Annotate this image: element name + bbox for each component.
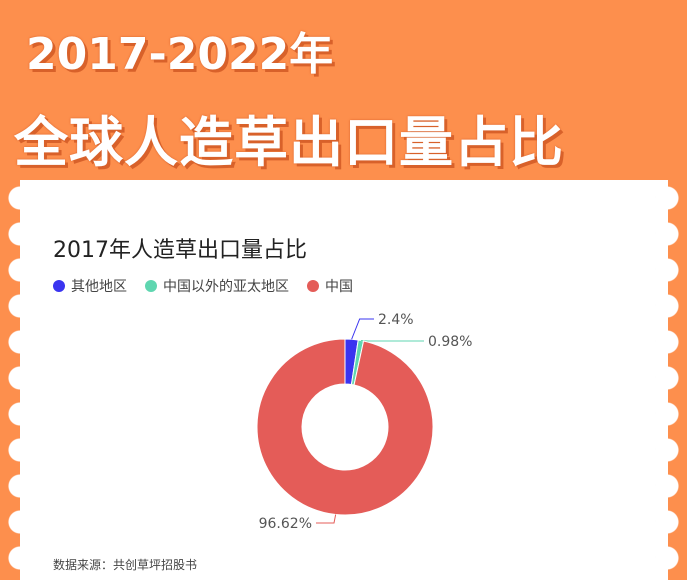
label-leader-line — [360, 339, 424, 342]
legend-dot — [53, 280, 65, 292]
data-label: 96.62% — [259, 516, 312, 532]
scalloped-edge-left — [8, 180, 32, 580]
scalloped-edge-right — [655, 180, 679, 580]
data-source: 数据来源：共创草坪招股书 — [53, 558, 198, 572]
donut-slice[interactable] — [256, 338, 434, 516]
legend-item[interactable]: 中国以外的亚太地区 — [145, 276, 289, 296]
header-line-1: 2017-2022年 — [26, 29, 334, 80]
data-label: 2.4% — [378, 312, 414, 328]
legend-item[interactable]: 中国 — [307, 276, 353, 296]
legend-dot — [145, 280, 157, 292]
header-line-2: 全球人造草出口量占比 — [14, 111, 564, 174]
legend-dot — [307, 280, 319, 292]
legend-item[interactable]: 其他地区 — [53, 276, 127, 296]
chart-title: 2017年人造草出口量占比 — [53, 238, 307, 263]
label-leader-line — [351, 318, 374, 340]
legend-label: 其他地区 — [71, 279, 127, 295]
label-leader-line — [316, 514, 337, 524]
legend-label: 中国 — [325, 279, 353, 295]
data-label: 0.98% — [428, 334, 472, 350]
legend: 其他地区 中国以外的亚太地区 中国 — [53, 276, 353, 296]
legend-label: 中国以外的亚太地区 — [163, 279, 289, 295]
